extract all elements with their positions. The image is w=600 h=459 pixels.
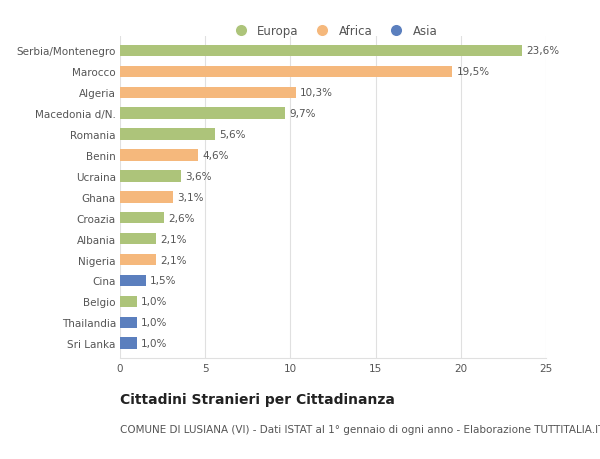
Bar xyxy=(120,191,173,203)
Text: 1,0%: 1,0% xyxy=(142,338,167,348)
Text: 5,6%: 5,6% xyxy=(220,130,246,140)
Bar xyxy=(120,317,137,328)
Bar xyxy=(120,108,285,120)
Text: Cittadini Stranieri per Cittadinanza: Cittadini Stranieri per Cittadinanza xyxy=(120,392,395,406)
Legend: Europa, Africa, Asia: Europa, Africa, Asia xyxy=(229,25,437,38)
Bar xyxy=(120,275,146,286)
Text: 1,5%: 1,5% xyxy=(150,276,176,286)
Bar xyxy=(120,67,452,78)
Bar xyxy=(120,129,215,140)
Text: 2,1%: 2,1% xyxy=(160,255,187,265)
Text: 9,7%: 9,7% xyxy=(290,109,316,119)
Text: 2,1%: 2,1% xyxy=(160,234,187,244)
Text: COMUNE DI LUSIANA (VI) - Dati ISTAT al 1° gennaio di ogni anno - Elaborazione TU: COMUNE DI LUSIANA (VI) - Dati ISTAT al 1… xyxy=(120,425,600,435)
Text: 4,6%: 4,6% xyxy=(203,151,229,161)
Text: 2,6%: 2,6% xyxy=(169,213,195,223)
Bar xyxy=(120,233,156,245)
Bar xyxy=(120,213,164,224)
Bar xyxy=(120,254,156,266)
Text: 10,3%: 10,3% xyxy=(300,88,333,98)
Text: 19,5%: 19,5% xyxy=(457,67,490,77)
Bar xyxy=(120,296,137,308)
Text: 1,0%: 1,0% xyxy=(142,297,167,307)
Bar xyxy=(120,171,181,182)
Bar xyxy=(120,338,137,349)
Bar xyxy=(120,150,199,162)
Text: 1,0%: 1,0% xyxy=(142,318,167,328)
Text: 3,1%: 3,1% xyxy=(177,192,203,202)
Bar xyxy=(120,45,522,57)
Text: 3,6%: 3,6% xyxy=(185,172,212,181)
Text: 23,6%: 23,6% xyxy=(526,46,560,56)
Bar xyxy=(120,87,296,99)
